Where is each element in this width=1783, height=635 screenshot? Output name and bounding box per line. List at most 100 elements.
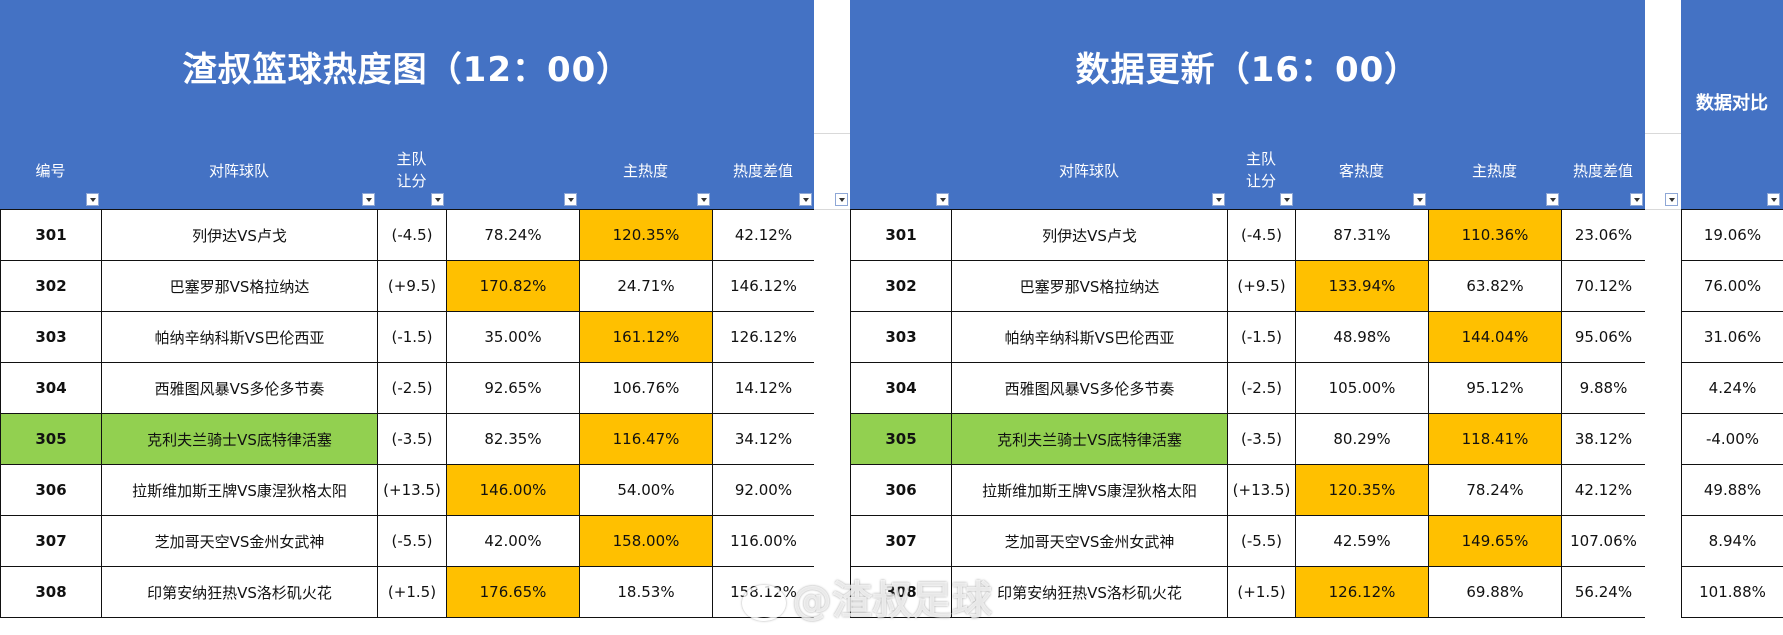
match-cell[interactable]: 芝加哥天空VS金州女武神 xyxy=(951,515,1228,567)
home-heat-cell[interactable]: 110.36% xyxy=(1428,209,1562,261)
row-id-cell[interactable]: 305 xyxy=(0,413,102,465)
away-heat-cell[interactable]: 105.00% xyxy=(1295,362,1429,414)
heat-diff-cell[interactable]: 23.06% xyxy=(1561,209,1646,261)
away-heat-cell[interactable]: 48.98% xyxy=(1295,311,1429,363)
home-heat-cell[interactable]: 54.00% xyxy=(579,464,713,516)
filter-dropdown-icon[interactable] xyxy=(362,193,375,206)
filter-dropdown-icon[interactable] xyxy=(1413,193,1426,206)
handicap-cell[interactable]: (+13.5) xyxy=(377,464,447,516)
away-heat-cell[interactable]: 42.00% xyxy=(446,515,580,567)
match-cell[interactable]: 克利夫兰骑士VS底特律活塞 xyxy=(951,413,1228,465)
row-id-cell[interactable]: 301 xyxy=(850,209,952,261)
away-heat-cell[interactable]: 126.12% xyxy=(1295,566,1429,618)
handicap-cell[interactable]: (-2.5) xyxy=(1227,362,1296,414)
match-cell[interactable]: 拉斯维加斯王牌VS康涅狄格太阳 xyxy=(951,464,1228,516)
row-id-cell[interactable]: 304 xyxy=(0,362,102,414)
handicap-cell[interactable]: (-1.5) xyxy=(1227,311,1296,363)
heat-diff-cell[interactable]: 42.12% xyxy=(1561,464,1646,516)
heat-diff-cell[interactable]: 14.12% xyxy=(712,362,815,414)
away-heat-cell[interactable]: 92.65% xyxy=(446,362,580,414)
home-heat-cell[interactable]: 63.82% xyxy=(1428,260,1562,312)
handicap-cell[interactable]: (+13.5) xyxy=(1227,464,1296,516)
away-heat-cell[interactable]: 80.29% xyxy=(1295,413,1429,465)
home-heat-cell[interactable]: 120.35% xyxy=(579,209,713,261)
home-heat-cell[interactable]: 24.71% xyxy=(579,260,713,312)
match-cell[interactable]: 列伊达VS卢戈 xyxy=(101,209,378,261)
heat-diff-cell[interactable]: 107.06% xyxy=(1561,515,1646,567)
filter-dropdown-icon[interactable] xyxy=(697,193,710,206)
compare-value-cell[interactable]: 76.00% xyxy=(1681,260,1783,312)
filter-dropdown-icon[interactable] xyxy=(1665,193,1678,206)
home-heat-cell[interactable]: 69.88% xyxy=(1428,566,1562,618)
row-id-cell[interactable]: 302 xyxy=(0,260,102,312)
compare-value-cell[interactable]: -4.00% xyxy=(1681,413,1783,465)
match-cell[interactable]: 印第安纳狂热VS洛杉矶火花 xyxy=(101,566,378,618)
heat-diff-cell[interactable]: 116.00% xyxy=(712,515,815,567)
match-cell[interactable]: 西雅图风暴VS多伦多节奏 xyxy=(951,362,1228,414)
handicap-cell[interactable]: (+1.5) xyxy=(377,566,447,618)
heat-diff-cell[interactable]: 92.00% xyxy=(712,464,815,516)
handicap-cell[interactable]: (-1.5) xyxy=(377,311,447,363)
away-heat-cell[interactable]: 133.94% xyxy=(1295,260,1429,312)
away-heat-cell[interactable]: 82.35% xyxy=(446,413,580,465)
match-cell[interactable]: 拉斯维加斯王牌VS康涅狄格太阳 xyxy=(101,464,378,516)
row-id-cell[interactable]: 306 xyxy=(0,464,102,516)
handicap-cell[interactable]: (+9.5) xyxy=(1227,260,1296,312)
filter-dropdown-icon[interactable] xyxy=(564,193,577,206)
row-id-cell[interactable]: 306 xyxy=(850,464,952,516)
away-heat-cell[interactable]: 170.82% xyxy=(446,260,580,312)
compare-value-cell[interactable]: 101.88% xyxy=(1681,566,1783,618)
row-id-cell[interactable]: 302 xyxy=(850,260,952,312)
handicap-cell[interactable]: (-4.5) xyxy=(1227,209,1296,261)
filter-dropdown-icon[interactable] xyxy=(799,193,812,206)
away-heat-cell[interactable]: 146.00% xyxy=(446,464,580,516)
home-heat-cell[interactable]: 144.04% xyxy=(1428,311,1562,363)
handicap-cell[interactable]: (-5.5) xyxy=(377,515,447,567)
handicap-cell[interactable]: (-3.5) xyxy=(1227,413,1296,465)
away-heat-cell[interactable]: 78.24% xyxy=(446,209,580,261)
match-cell[interactable]: 芝加哥天空VS金州女武神 xyxy=(101,515,378,567)
away-heat-cell[interactable]: 42.59% xyxy=(1295,515,1429,567)
home-heat-cell[interactable]: 78.24% xyxy=(1428,464,1562,516)
filter-dropdown-icon[interactable] xyxy=(1767,193,1780,206)
match-cell[interactable]: 克利夫兰骑士VS底特律活塞 xyxy=(101,413,378,465)
row-id-cell[interactable]: 308 xyxy=(0,566,102,618)
home-heat-cell[interactable]: 116.47% xyxy=(579,413,713,465)
row-id-cell[interactable]: 308 xyxy=(850,566,952,618)
match-cell[interactable]: 巴塞罗那VS格拉纳达 xyxy=(951,260,1228,312)
heat-diff-cell[interactable]: 42.12% xyxy=(712,209,815,261)
compare-value-cell[interactable]: 19.06% xyxy=(1681,209,1783,261)
filter-dropdown-icon[interactable] xyxy=(86,193,99,206)
heat-diff-cell[interactable]: 146.12% xyxy=(712,260,815,312)
row-id-cell[interactable]: 304 xyxy=(850,362,952,414)
heat-diff-cell[interactable]: 126.12% xyxy=(712,311,815,363)
handicap-cell[interactable]: (-3.5) xyxy=(377,413,447,465)
row-id-cell[interactable]: 303 xyxy=(850,311,952,363)
home-heat-cell[interactable]: 106.76% xyxy=(579,362,713,414)
compare-value-cell[interactable]: 8.94% xyxy=(1681,515,1783,567)
row-id-cell[interactable]: 307 xyxy=(850,515,952,567)
home-heat-cell[interactable]: 18.53% xyxy=(579,566,713,618)
heat-diff-cell[interactable]: 95.06% xyxy=(1561,311,1646,363)
handicap-cell[interactable]: (-4.5) xyxy=(377,209,447,261)
match-cell[interactable]: 帕纳辛纳科斯VS巴伦西亚 xyxy=(951,311,1228,363)
compare-value-cell[interactable]: 31.06% xyxy=(1681,311,1783,363)
handicap-cell[interactable]: (-2.5) xyxy=(377,362,447,414)
filter-dropdown-icon[interactable] xyxy=(1212,193,1225,206)
away-heat-cell[interactable]: 35.00% xyxy=(446,311,580,363)
match-cell[interactable]: 印第安纳狂热VS洛杉矶火花 xyxy=(951,566,1228,618)
row-id-cell[interactable]: 305 xyxy=(850,413,952,465)
match-cell[interactable]: 西雅图风暴VS多伦多节奏 xyxy=(101,362,378,414)
heat-diff-cell[interactable]: 38.12% xyxy=(1561,413,1646,465)
filter-dropdown-icon[interactable] xyxy=(431,193,444,206)
row-id-cell[interactable]: 301 xyxy=(0,209,102,261)
handicap-cell[interactable]: (+1.5) xyxy=(1227,566,1296,618)
row-id-cell[interactable]: 307 xyxy=(0,515,102,567)
handicap-cell[interactable]: (+9.5) xyxy=(377,260,447,312)
compare-value-cell[interactable]: 4.24% xyxy=(1681,362,1783,414)
home-heat-cell[interactable]: 161.12% xyxy=(579,311,713,363)
home-heat-cell[interactable]: 95.12% xyxy=(1428,362,1562,414)
filter-dropdown-icon[interactable] xyxy=(1630,193,1643,206)
heat-diff-cell[interactable]: 158.12% xyxy=(712,566,815,618)
match-cell[interactable]: 巴塞罗那VS格拉纳达 xyxy=(101,260,378,312)
